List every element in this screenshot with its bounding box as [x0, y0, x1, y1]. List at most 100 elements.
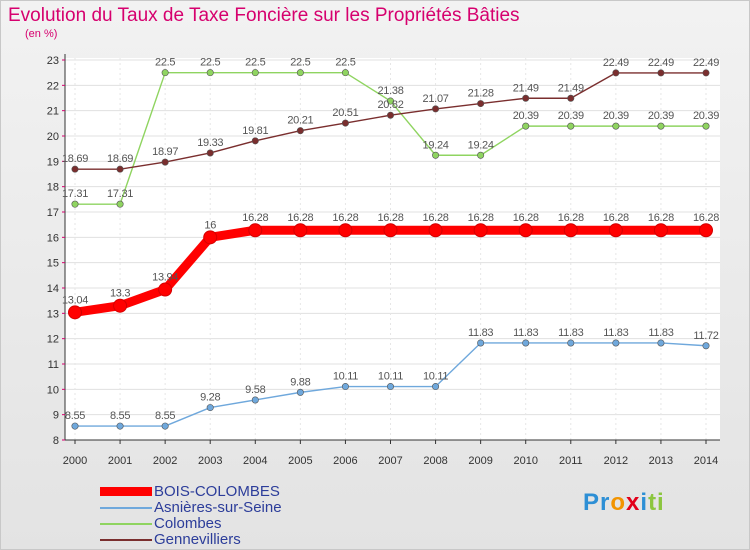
data-point: [161, 158, 169, 166]
x-tick-label: 2013: [649, 455, 673, 467]
data-label: 9.58: [245, 384, 265, 396]
data-point: [386, 111, 394, 119]
legend-swatch-gennevilliers: [100, 539, 152, 541]
x-tick-label: 2010: [513, 455, 537, 467]
data-label: 21.38: [377, 85, 403, 97]
data-point: [251, 396, 259, 404]
data-label: 20.39: [648, 110, 674, 122]
data-point: [296, 388, 304, 396]
data-label: 10.11: [423, 371, 448, 383]
data-point: [116, 165, 124, 173]
legend-label: Asnières-sur-Seine: [154, 499, 282, 516]
data-point: [203, 230, 218, 245]
data-label: 11.83: [603, 327, 628, 339]
data-label: 16.28: [377, 212, 403, 224]
data-point: [341, 119, 349, 127]
x-tick-label: 2012: [604, 455, 628, 467]
data-label: 17.31: [107, 188, 133, 200]
data-point: [567, 339, 575, 347]
y-tick-label: 11: [48, 359, 59, 371]
y-tick-label: 16: [47, 232, 59, 244]
data-label: 9.28: [200, 392, 220, 404]
data-label: 20.82: [377, 99, 403, 111]
data-point: [477, 339, 485, 347]
data-label: 20.21: [287, 115, 313, 127]
data-point: [702, 122, 710, 130]
data-label: 21.28: [468, 88, 494, 100]
data-label: 16.28: [648, 212, 674, 224]
data-point: [296, 69, 304, 77]
legend-label: BOIS-COLOMBES: [154, 483, 280, 500]
x-tick-label: 2006: [333, 455, 357, 467]
x-tick-label: 2014: [694, 455, 718, 467]
data-label: 10.11: [333, 371, 358, 383]
y-tick-label: 8: [53, 435, 59, 447]
data-label: 11.83: [513, 327, 538, 339]
data-label: 11.83: [648, 327, 673, 339]
data-point: [702, 69, 710, 77]
data-label: 22.49: [648, 57, 674, 69]
data-label: 19.81: [242, 125, 268, 137]
x-tick-label: 2000: [63, 455, 87, 467]
x-tick-label: 2003: [198, 455, 222, 467]
data-point: [608, 223, 623, 238]
data-point: [657, 122, 665, 130]
data-point: [341, 383, 349, 391]
data-label: 16.28: [693, 212, 719, 224]
data-label: 16.28: [513, 212, 539, 224]
data-point: [657, 339, 665, 347]
x-tick-label: 2007: [378, 455, 402, 467]
data-label: 17.31: [62, 188, 88, 200]
data-label: 8.55: [155, 410, 175, 422]
y-tick-label: 21: [47, 106, 59, 118]
x-tick-label: 2001: [108, 455, 132, 467]
data-point: [161, 422, 169, 430]
data-point: [293, 223, 308, 238]
legend-swatch-colombes: [100, 523, 152, 525]
data-label: 16.28: [423, 212, 449, 224]
data-point: [563, 223, 578, 238]
data-label: 19.24: [423, 139, 449, 151]
data-label: 20.39: [558, 110, 584, 122]
data-point: [296, 127, 304, 135]
plot-area: [65, 58, 720, 440]
proxiti-logo: Proxiti: [583, 489, 665, 516]
x-tick-label: 2009: [468, 455, 492, 467]
data-label: 22.5: [335, 57, 355, 69]
legend-swatch-bois-colombes: [100, 487, 152, 496]
data-point: [477, 151, 485, 159]
data-point: [653, 223, 668, 238]
data-point: [116, 422, 124, 430]
data-label: 22.49: [693, 57, 719, 69]
y-tick-label: 14: [47, 283, 59, 295]
data-label: 13.3: [110, 288, 130, 300]
y-tick-label: 18: [47, 182, 59, 194]
data-label: 18.97: [152, 146, 178, 158]
legend-label: Gennevilliers: [154, 531, 241, 548]
legend-swatch-asnieres: [100, 507, 152, 509]
data-point: [383, 223, 398, 238]
y-tick-label: 10: [47, 384, 59, 396]
data-point: [518, 223, 533, 238]
data-point: [657, 69, 665, 77]
data-point: [432, 383, 440, 391]
x-tick-label: 2004: [243, 455, 267, 467]
data-point: [386, 383, 394, 391]
data-label: 16.28: [603, 212, 629, 224]
y-tick-label: 9: [53, 410, 59, 422]
data-point: [567, 94, 575, 102]
data-point: [161, 69, 169, 77]
y-tick-label: 12: [47, 334, 59, 346]
data-label: 11.72: [693, 330, 718, 342]
data-point: [428, 223, 443, 238]
data-label: 13.94: [152, 272, 178, 284]
y-tick-label: 22: [47, 80, 59, 92]
data-label: 16: [204, 219, 216, 231]
x-tick-label: 2005: [288, 455, 312, 467]
data-label: 20.51: [332, 107, 358, 119]
data-label: 19.24: [468, 139, 494, 151]
data-label: 19.33: [197, 137, 223, 149]
data-point: [477, 100, 485, 108]
y-tick-label: 20: [47, 131, 59, 143]
